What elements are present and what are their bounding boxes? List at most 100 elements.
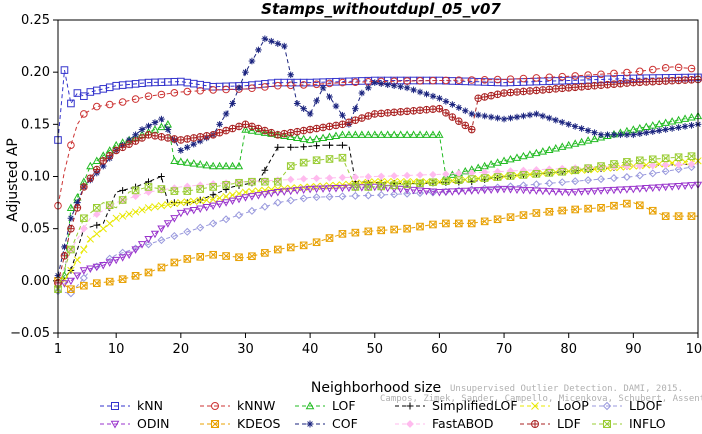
data-point [157,202,166,210]
data-point [273,81,282,90]
data-point [138,206,146,214]
y-tick-label: 0.15 [21,117,50,132]
data-point [480,186,489,195]
data-point [383,184,392,193]
data-point [442,219,450,228]
data-point [545,145,554,154]
data-point [636,156,644,165]
data-point [461,107,469,115]
data-point [409,106,418,115]
data-point [661,183,670,192]
data-point [364,227,373,236]
data-point [442,98,450,105]
data-point [610,69,618,78]
data-point [189,206,198,215]
data-point [235,253,243,262]
data-point [687,152,696,160]
data-point [520,112,527,120]
data-point [506,172,515,180]
data-point [688,122,695,129]
data-point [461,121,470,130]
data-point [480,174,489,182]
data-point [312,185,321,194]
data-point [655,119,664,128]
legend-item-loop: LoOP [520,398,589,413]
data-point [138,134,146,142]
data-point [67,214,75,222]
data-point [571,188,580,197]
data-point [403,171,411,180]
data-point [377,130,386,138]
legend-label: LDOF [629,398,663,413]
data-point [480,217,489,226]
data-point [564,84,573,92]
data-point [364,172,373,181]
legend-item-knnw: kNNW [200,398,275,413]
data-point [532,148,541,157]
data-point [144,130,153,139]
data-point [86,88,95,96]
data-point [667,117,677,125]
data-point [209,195,217,204]
data-point [189,159,198,167]
data-point [610,160,618,168]
data-point [312,238,321,247]
data-point [436,94,443,102]
data-point [190,140,198,148]
data-point [228,124,237,133]
data-point [616,79,625,88]
data-point [429,92,437,100]
data-point [164,201,172,209]
data-point [261,177,269,186]
data-point [177,136,185,144]
data-point [312,134,321,143]
data-point [158,173,165,180]
x-tick-label: 60 [431,342,448,357]
data-point [533,110,540,118]
data-point [280,42,288,50]
data-point [610,201,618,210]
legend-marker [306,420,314,428]
legend-marker [111,402,119,410]
data-point [532,209,541,217]
data-point [325,185,334,193]
data-point [176,157,185,165]
data-point [255,46,262,54]
data-point [539,86,547,94]
data-point [493,186,502,194]
data-point [286,196,295,205]
data-point [80,92,88,100]
data-point [99,225,107,233]
data-point [571,177,580,186]
data-point [442,177,450,185]
data-point [584,82,592,91]
data-point [99,85,108,93]
data-point [558,72,567,81]
data-point [112,256,121,265]
data-point [202,160,211,169]
data-point [338,192,347,201]
data-point [461,187,470,196]
data-point [235,178,243,187]
data-point [351,191,360,200]
data-point [635,171,644,180]
series-lof [53,111,702,288]
plot-frame [57,19,699,334]
data-point [247,126,257,134]
data-point [170,258,179,267]
data-point [157,236,166,245]
data-point [73,272,82,280]
data-point [558,188,567,197]
data-point [254,192,263,200]
data-point [648,65,657,74]
data-point [325,79,334,88]
legend-item-cof: COF [295,416,358,431]
data-point [667,183,677,191]
data-point [254,124,263,133]
legend-item-fastabod: FastABOD [395,416,494,431]
data-point [118,212,127,220]
data-point [183,135,192,143]
chart-title: Stamps_withoutdupl_05_v07 [261,0,501,18]
data-point [151,132,159,140]
data-point [526,170,534,179]
